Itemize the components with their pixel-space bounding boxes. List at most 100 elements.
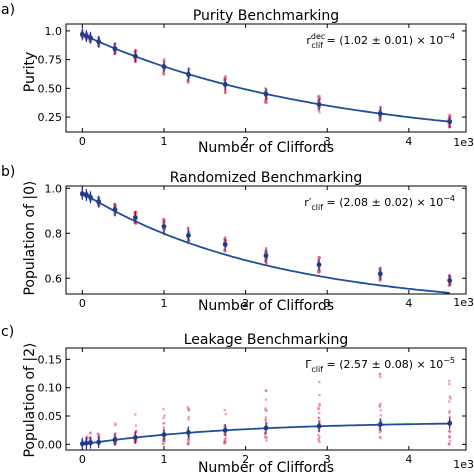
x-tick-label: 1 (160, 453, 167, 466)
y-tick-label: 0.75 (38, 54, 63, 67)
sample-point (187, 415, 190, 419)
sample-point (379, 373, 382, 376)
y-tick-label: 0.6 (45, 272, 63, 285)
sample-point (448, 430, 452, 433)
mean-point (447, 119, 453, 125)
mean-point (316, 262, 322, 268)
sample-point (265, 389, 268, 393)
mean-point (88, 194, 93, 200)
sample-point (317, 433, 320, 437)
mean-point (222, 242, 228, 247)
sample-points (80, 372, 452, 446)
axes-frame (65, 185, 467, 295)
x-axis-label: Number of Cliffords (198, 298, 334, 314)
y-tick-label: 0.15 (38, 353, 63, 366)
sample-point (448, 442, 451, 446)
sample-point (133, 413, 137, 416)
sample-point (264, 407, 267, 410)
x-axis-label: Number of Cliffords (198, 140, 334, 156)
x-tick-label: 3 (324, 297, 331, 310)
mean-point (161, 224, 167, 229)
mean-point (377, 422, 383, 427)
sample-point (186, 405, 189, 409)
sample-point (265, 261, 268, 265)
y-axis-label: Purity (22, 52, 38, 93)
mean-point (96, 199, 102, 205)
sample-point (317, 411, 321, 415)
sample-point (447, 379, 451, 383)
sample-point (447, 411, 451, 415)
mean-point (79, 191, 85, 197)
sample-point (186, 227, 190, 230)
x-tick-label: 2 (242, 135, 249, 148)
sample-point (379, 413, 383, 417)
y-axis-label: Population of |2⟩ (22, 342, 38, 457)
mean-point (161, 64, 167, 69)
sample-point (187, 418, 190, 421)
y-tick-label: 1.0 (45, 182, 63, 195)
chart-title: Leakage Benchmarking (184, 332, 349, 348)
mean-point (84, 33, 89, 39)
panel-randomized-benchmarking: b) Randomized Benchmarking Number of Cli… (1, 164, 474, 314)
sample-point (317, 437, 321, 440)
y-tick-label: 0.8 (45, 227, 63, 240)
sample-point (317, 416, 320, 419)
mean-point (447, 420, 453, 426)
sample-point (224, 436, 228, 440)
sample-point (89, 431, 92, 434)
sample-point (264, 418, 268, 421)
x-tick-label: 3 (324, 135, 331, 148)
sample-point (85, 435, 89, 438)
sample-point (264, 416, 268, 419)
sample-point (134, 424, 138, 427)
mean-point (222, 427, 228, 433)
sample-point (264, 398, 268, 401)
sample-point (223, 440, 226, 444)
sample-point (448, 435, 451, 439)
sample-point (379, 402, 382, 406)
sample-point (378, 119, 381, 122)
sample-point (318, 270, 321, 273)
sample-point (378, 405, 382, 408)
mean-point (88, 440, 93, 446)
y-tick-label: 0.50 (38, 82, 63, 95)
sample-point (163, 57, 166, 61)
mean-point (316, 423, 322, 429)
y-axis-label: Population of |0⟩ (22, 180, 38, 295)
x-tick-label: 0 (79, 135, 86, 148)
plot-area: 0 1 2 3 4 0.6 0.8 1.0 (45, 182, 467, 310)
sample-point (186, 441, 189, 445)
annotation: rdec clif = (1.02 ± 0.01) × 10−4 (306, 32, 455, 50)
sample-point (162, 426, 166, 429)
sample-point (318, 393, 321, 397)
x-tick-label: 2 (242, 453, 249, 466)
x-multiplier-label: 1e3 (453, 136, 474, 149)
sample-point (264, 439, 268, 442)
chart-title: Randomized Benchmarking (170, 170, 363, 186)
sample-point (318, 110, 321, 114)
x-multiplier-label: 1e3 (453, 296, 474, 309)
sample-point (98, 433, 101, 437)
panel-label: a) (1, 2, 15, 18)
sample-point (448, 415, 451, 419)
sample-point (224, 91, 227, 94)
sample-point (449, 397, 452, 400)
y-tick-label: 0.00 (38, 438, 63, 451)
annotation: Γclif = (2.57 ± 0.08) × 10−5 (305, 356, 455, 374)
sample-point (447, 400, 451, 403)
sample-point (163, 414, 166, 417)
sample-point (187, 408, 190, 412)
sample-point (264, 100, 268, 104)
mean-point (161, 432, 167, 438)
sample-point (317, 407, 320, 411)
sample-point (264, 435, 267, 438)
sample-point (318, 404, 321, 407)
sample-point (317, 94, 320, 98)
mean-point (79, 441, 85, 447)
mean-point (377, 271, 383, 277)
x-tick-label: 1 (160, 297, 167, 310)
panel-leakage-benchmarking: c) Leakage Benchmarking Number of Cliffo… (1, 324, 474, 474)
sample-point (447, 382, 451, 386)
chart-title: Purity Benchmarking (193, 8, 339, 24)
mean-point (447, 278, 453, 283)
